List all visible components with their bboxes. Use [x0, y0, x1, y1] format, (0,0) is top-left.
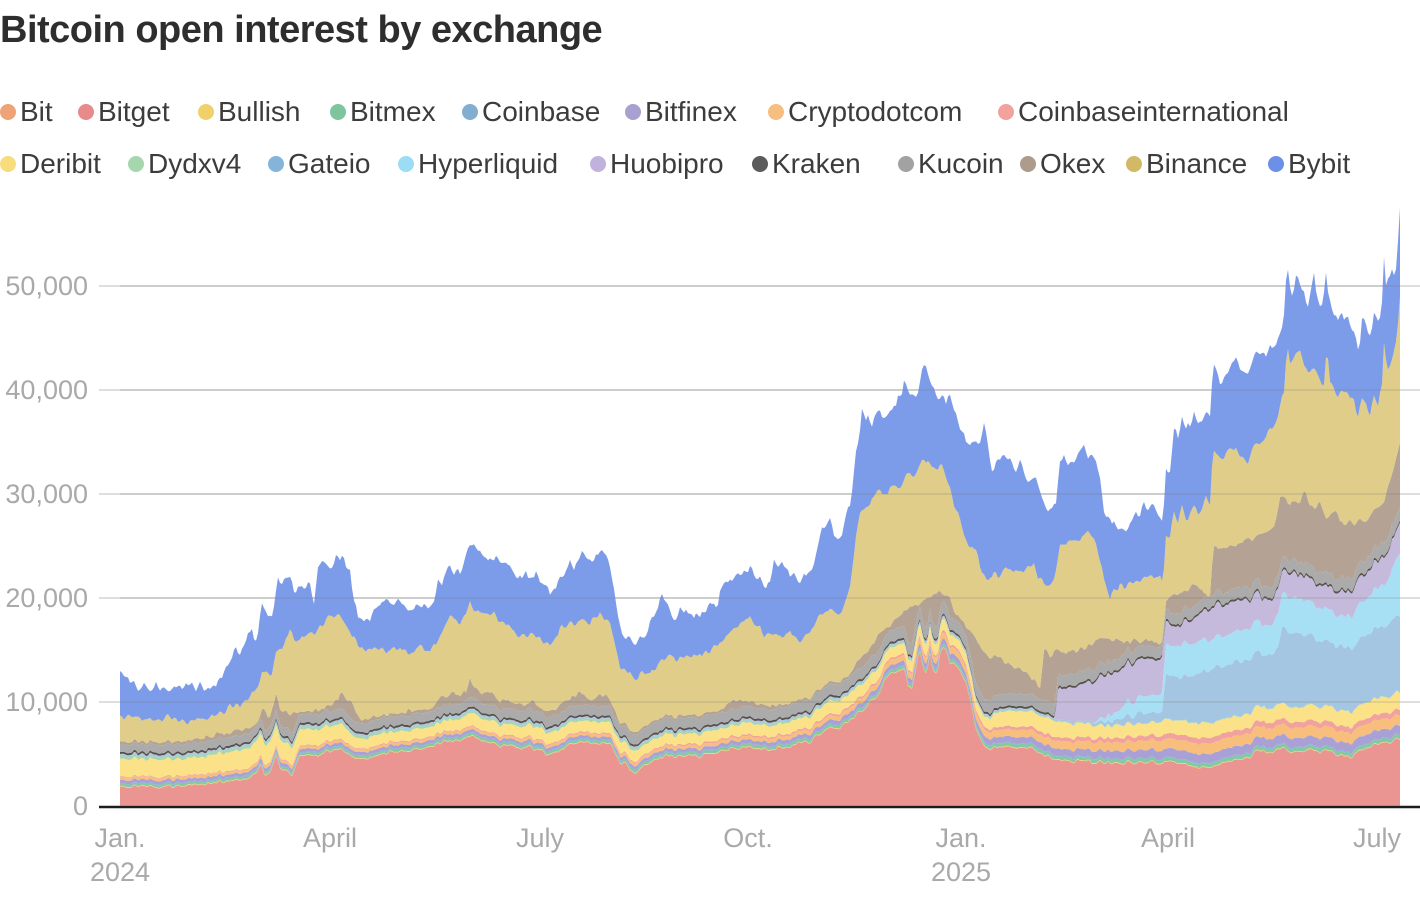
svg-text:40,000: 40,000 [5, 375, 88, 405]
svg-text:Bybit: Bybit [1288, 148, 1350, 179]
svg-text:Jan.: Jan. [935, 823, 986, 853]
svg-text:Huobipro: Huobipro [610, 148, 724, 179]
svg-text:Jan.: Jan. [94, 823, 145, 853]
svg-text:April: April [1141, 823, 1195, 853]
svg-text:Bitmex: Bitmex [350, 96, 436, 127]
svg-text:Coinbase: Coinbase [482, 96, 600, 127]
svg-text:Cryptodotcom: Cryptodotcom [788, 96, 962, 127]
svg-text:Bit: Bit [20, 96, 53, 127]
svg-text:July: July [516, 823, 565, 853]
svg-text:20,000: 20,000 [5, 583, 88, 613]
svg-text:Binance: Binance [1146, 148, 1247, 179]
svg-text:10,000: 10,000 [5, 687, 88, 717]
svg-text:Bitfinex: Bitfinex [645, 96, 737, 127]
svg-text:April: April [303, 823, 357, 853]
svg-text:Bullish: Bullish [218, 96, 300, 127]
svg-text:Oct.: Oct. [723, 823, 773, 853]
svg-text:0: 0 [73, 791, 88, 821]
svg-text:30,000: 30,000 [5, 479, 88, 509]
svg-text:Okex: Okex [1040, 148, 1105, 179]
svg-text:2024: 2024 [90, 857, 150, 887]
svg-text:July: July [1353, 823, 1402, 853]
svg-text:Hyperliquid: Hyperliquid [418, 148, 558, 179]
svg-text:Bitcoin open interest by excha: Bitcoin open interest by exchange [0, 9, 602, 51]
svg-text:2025: 2025 [931, 857, 991, 887]
svg-text:50,000: 50,000 [5, 271, 88, 301]
svg-text:Coinbaseinternational: Coinbaseinternational [1018, 96, 1289, 127]
svg-text:Gateio: Gateio [288, 148, 371, 179]
svg-text:Bitget: Bitget [98, 96, 170, 127]
svg-text:Dydxv4: Dydxv4 [148, 148, 241, 179]
svg-text:Kraken: Kraken [772, 148, 861, 179]
svg-text:Deribit: Deribit [20, 148, 101, 179]
svg-text:Kucoin: Kucoin [918, 148, 1004, 179]
